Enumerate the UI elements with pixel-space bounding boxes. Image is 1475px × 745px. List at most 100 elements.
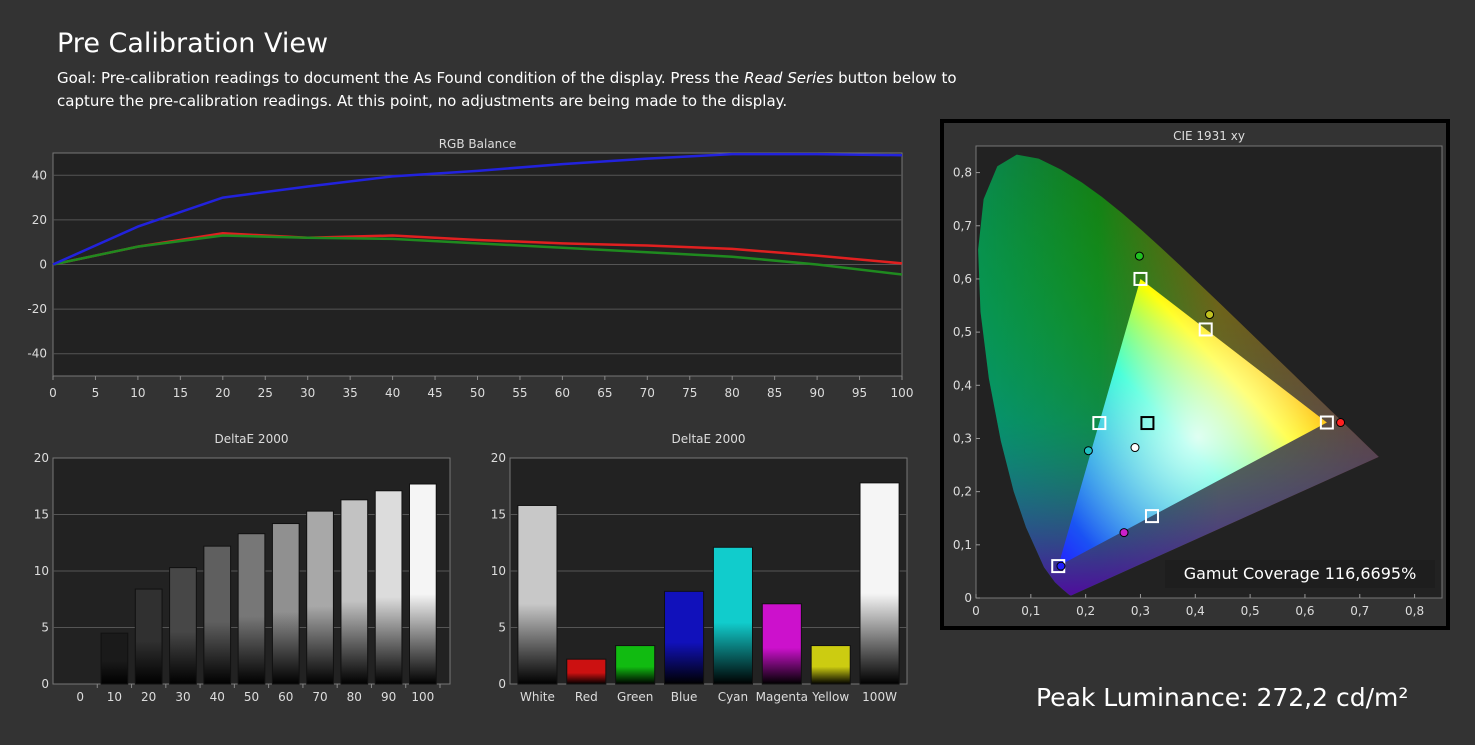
cie-xtick-label: 0 [972,604,980,618]
rgb-xtick-label: 25 [258,386,273,400]
rgb-xtick-label: 85 [767,386,782,400]
rgb-xtick-label: 100 [891,386,914,400]
rgb-xtick-label: 70 [640,386,655,400]
de-gray-bar-10 [408,483,437,685]
rgb-xtick-label: 40 [385,386,400,400]
de-color-bar-3 [664,590,705,685]
de-gray-xtick-label: 80 [347,690,362,704]
rgb-xtick-label: 50 [470,386,485,400]
deltae-color-chart: DeltaE 2000 0 5 10 15 20 White Red Green Blue Cyan… [491,432,908,704]
cie-target-square-4 [1144,509,1159,524]
de-color-xtick-label: Red [575,690,598,704]
rgb-xtick-label: 60 [555,386,570,400]
cie-1931-chart: CIE 1931 xy 0 0,1 0,2 0,3 0,4 0,5 0,6 0,7 0,8 0 0,1… [953,129,1443,618]
de-color-bar-0 [517,504,558,685]
cie-ytick-label: 0,7 [953,219,972,233]
rgb-balance-chart: RGB Balance 40 20 0 -20 -40 0 5 10 15 20 25 30 35 40 45… [27,137,914,400]
rgb-xtick-label: 20 [215,386,230,400]
cie-measured-point-3 [1083,446,1093,456]
goal-italic: Read Series [744,69,834,87]
rgb-xtick-label: 0 [49,386,57,400]
cie-ytick-label: 0,6 [953,272,972,286]
cie-xtick-label: 0,4 [1186,604,1205,618]
rgb-xtick-label: 95 [852,386,867,400]
rgb-ytick-label: 20 [32,213,47,227]
rgb-ytick-label: 0 [39,258,47,272]
cie-chart-title: CIE 1931 xy [1173,129,1245,143]
rgb-ytick-label: 40 [32,168,47,182]
rgb-xtick-label: 35 [343,386,358,400]
cie-target-square-0 [1319,415,1334,430]
rgb-xtick-label: 45 [427,386,442,400]
cie-measured-point-0 [1336,418,1346,428]
de-color-chart-title: DeltaE 2000 [672,432,746,446]
de-color-ytick-label: 5 [498,621,506,635]
cie-xtick-label: 0,2 [1076,604,1095,618]
cie-chart-panel: CIE 1931 xy 0 0,1 0,2 0,3 0,4 0,5 0,6 0,7 0,8 0 0,1… [940,119,1450,630]
de-color-bar-7 [859,482,900,685]
de-gray-bar-3 [169,567,197,685]
cie-xtick-label: 0,1 [1021,604,1040,618]
cie-ytick-label: 0,4 [953,378,972,392]
de-gray-xtick-label: 40 [210,690,225,704]
cie-measured-point-6 [1130,443,1140,453]
page-title: Pre Calibration View [57,28,329,59]
de-color-xtick-label: Cyan [718,690,748,704]
de-gray-xtick-label: 0 [76,690,84,704]
de-gray-bar-6 [271,523,300,685]
cie-ytick-label: 0,8 [953,166,972,180]
cie-xtick-label: 0,8 [1405,604,1424,618]
de-gray-xtick-label: 50 [244,690,259,704]
goal-text: Goal: Pre-calibration readings to docume… [57,67,997,113]
de-color-bar-6 [810,645,851,685]
de-color-xtick-label: White [520,690,555,704]
cie-target-square-6 [1140,416,1155,431]
cie-ytick-label: 0,1 [953,538,972,552]
rgb-series-line-1 [52,234,903,276]
rgb-xtick-label: 5 [92,386,100,400]
rgb-xtick-label: 65 [597,386,612,400]
cie-target-square-1 [1133,271,1148,286]
cie-measured-point-5 [1205,310,1215,320]
cie-ytick-label: 0,3 [953,431,972,445]
rgb-xtick-label: 15 [173,386,188,400]
cie-ytick-label: 0,5 [953,325,972,339]
rgb-xtick-label: 10 [130,386,145,400]
de-gray-bar-4 [203,545,232,685]
de-gray-xtick-label: 70 [312,690,327,704]
de-gray-bar-9 [374,490,403,685]
rgb-chart-title: RGB Balance [439,137,517,151]
rgb-ytick-label: -20 [27,302,47,316]
de-color-bar-1 [566,658,607,685]
cie-measured-point-4 [1119,528,1129,538]
cie-xtick-label: 0,6 [1295,604,1314,618]
de-color-xtick-label: Green [617,690,653,704]
de-gray-xtick-label: 100 [411,690,434,704]
de-color-bar-2 [615,645,656,685]
cie-gamut-triangle-whitepoint [1058,278,1327,567]
cie-xtick-label: 0,5 [1241,604,1260,618]
de-gray-ytick-label: 5 [41,621,49,635]
cie-measured-point-2 [1056,561,1066,571]
de-gray-xtick-label: 90 [381,690,396,704]
deltae-grayscale-chart: DeltaE 2000 0 5 10 15 20 0 10 20 30 40 50 60 70 80 90 10… [34,432,451,704]
de-gray-xtick-label: 10 [107,690,122,704]
de-color-ytick-label: 15 [491,508,506,522]
cie-ytick-label: 0,2 [953,485,972,499]
de-color-xtick-label: Magenta [756,690,808,704]
de-gray-bar-8 [340,499,369,685]
cie-target-square-3 [1092,416,1107,431]
rgb-xtick-label: 80 [725,386,740,400]
de-gray-chart-title: DeltaE 2000 [215,432,289,446]
cie-xtick-label: 0,3 [1131,604,1150,618]
cie-measured-point-1 [1134,251,1144,261]
cie-target-square-5 [1198,322,1213,337]
de-color-bar-4 [712,546,753,685]
de-color-ytick-label: 20 [491,451,506,465]
de-color-bar-5 [761,603,802,685]
de-gray-xtick-label: 60 [278,690,293,704]
de-gray-xtick-label: 30 [175,690,190,704]
rgb-xtick-label: 90 [809,386,824,400]
de-gray-bar-1 [100,632,129,685]
de-color-xtick-label: Yellow [811,690,849,704]
